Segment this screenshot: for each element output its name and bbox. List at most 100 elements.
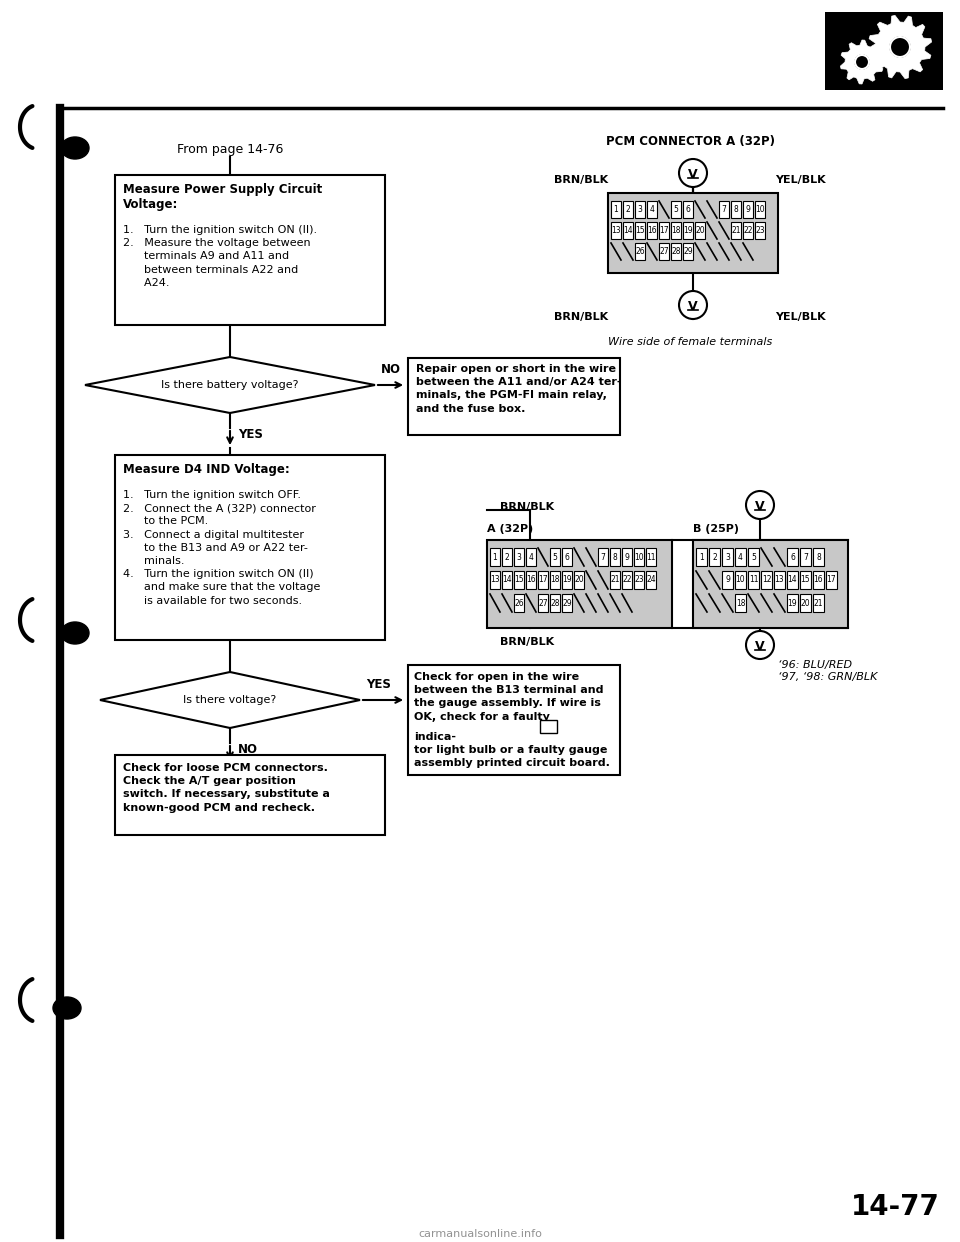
Text: 7: 7: [722, 205, 727, 214]
FancyBboxPatch shape: [647, 222, 657, 238]
FancyBboxPatch shape: [693, 540, 848, 628]
Circle shape: [746, 491, 774, 519]
FancyBboxPatch shape: [490, 571, 500, 589]
FancyBboxPatch shape: [622, 571, 632, 589]
FancyBboxPatch shape: [731, 201, 741, 219]
FancyBboxPatch shape: [623, 222, 633, 238]
Text: 29: 29: [563, 599, 572, 607]
Text: V: V: [688, 168, 698, 180]
FancyBboxPatch shape: [526, 571, 536, 589]
Text: YEL/BLK: YEL/BLK: [775, 312, 826, 322]
FancyBboxPatch shape: [826, 571, 837, 589]
Text: 5: 5: [553, 553, 558, 561]
FancyBboxPatch shape: [635, 201, 645, 219]
Text: 12: 12: [761, 575, 771, 585]
Text: 18: 18: [550, 575, 560, 585]
FancyBboxPatch shape: [611, 201, 621, 219]
Circle shape: [890, 37, 910, 57]
FancyBboxPatch shape: [748, 571, 759, 589]
Text: 8: 8: [612, 553, 617, 561]
Text: YES: YES: [238, 428, 263, 441]
FancyBboxPatch shape: [813, 594, 824, 612]
Text: 11: 11: [646, 553, 656, 561]
FancyBboxPatch shape: [787, 571, 798, 589]
FancyBboxPatch shape: [562, 548, 572, 566]
Text: 21: 21: [814, 599, 824, 607]
Text: 14: 14: [623, 226, 633, 235]
FancyBboxPatch shape: [755, 201, 765, 219]
FancyBboxPatch shape: [647, 201, 657, 219]
FancyBboxPatch shape: [659, 243, 669, 260]
Text: From page 14-76: From page 14-76: [177, 144, 283, 156]
FancyBboxPatch shape: [635, 243, 645, 260]
FancyBboxPatch shape: [487, 540, 672, 628]
Text: 1: 1: [492, 553, 497, 561]
Text: Wire side of female terminals: Wire side of female terminals: [608, 337, 772, 347]
Circle shape: [679, 159, 707, 188]
FancyBboxPatch shape: [722, 548, 733, 566]
Text: 16: 16: [814, 575, 824, 585]
Text: Measure D4 IND Voltage:: Measure D4 IND Voltage:: [123, 463, 290, 476]
Text: Is there battery voltage?: Is there battery voltage?: [161, 380, 299, 390]
FancyBboxPatch shape: [115, 755, 385, 835]
Text: 16: 16: [526, 575, 536, 585]
FancyBboxPatch shape: [800, 548, 811, 566]
Text: 10: 10: [635, 553, 644, 561]
FancyBboxPatch shape: [611, 222, 621, 238]
Text: NO: NO: [381, 363, 401, 376]
Text: 5: 5: [674, 205, 679, 214]
FancyBboxPatch shape: [787, 548, 798, 566]
FancyBboxPatch shape: [646, 571, 656, 589]
FancyBboxPatch shape: [683, 222, 693, 238]
FancyBboxPatch shape: [695, 222, 705, 238]
FancyBboxPatch shape: [748, 548, 759, 566]
Text: 28: 28: [671, 247, 681, 256]
Text: 13: 13: [775, 575, 784, 585]
Text: 15: 15: [801, 575, 810, 585]
FancyBboxPatch shape: [408, 664, 620, 775]
FancyBboxPatch shape: [408, 358, 620, 435]
FancyBboxPatch shape: [550, 571, 560, 589]
Text: 18: 18: [671, 226, 681, 235]
Text: V: V: [756, 499, 765, 513]
FancyBboxPatch shape: [598, 548, 608, 566]
Text: Check for open in the wire
between the B13 terminal and
the gauge assembly. If w: Check for open in the wire between the B…: [414, 672, 604, 722]
FancyBboxPatch shape: [755, 222, 765, 238]
FancyBboxPatch shape: [490, 548, 500, 566]
Text: BRN/BLK: BRN/BLK: [500, 502, 554, 512]
FancyBboxPatch shape: [502, 571, 512, 589]
Text: PCM CONNECTOR A (32P): PCM CONNECTOR A (32P): [606, 135, 775, 148]
FancyBboxPatch shape: [731, 222, 741, 238]
Text: 5: 5: [751, 553, 756, 561]
FancyBboxPatch shape: [514, 571, 524, 589]
Text: YEL/BLK: YEL/BLK: [775, 175, 826, 185]
Text: 21: 21: [732, 226, 741, 235]
Text: indica-
tor light bulb or a faulty gauge
assembly printed circuit board.: indica- tor light bulb or a faulty gauge…: [414, 732, 610, 769]
Text: 11: 11: [749, 575, 758, 585]
Ellipse shape: [61, 137, 89, 159]
FancyBboxPatch shape: [659, 222, 669, 238]
FancyBboxPatch shape: [735, 548, 746, 566]
Text: 17: 17: [660, 226, 669, 235]
Text: 4: 4: [738, 553, 743, 561]
Text: 24: 24: [646, 575, 656, 585]
FancyBboxPatch shape: [709, 548, 720, 566]
Text: 17: 17: [539, 575, 548, 585]
Text: 15: 15: [636, 226, 645, 235]
Circle shape: [855, 55, 869, 70]
Text: B (25P): B (25P): [693, 524, 739, 534]
Text: 9: 9: [625, 553, 630, 561]
FancyBboxPatch shape: [719, 201, 729, 219]
FancyBboxPatch shape: [610, 548, 620, 566]
FancyBboxPatch shape: [608, 193, 778, 273]
FancyBboxPatch shape: [743, 201, 753, 219]
Polygon shape: [869, 15, 931, 78]
Text: 14: 14: [502, 575, 512, 585]
Text: BRN/BLK: BRN/BLK: [554, 312, 608, 322]
Ellipse shape: [53, 997, 81, 1018]
Text: 6: 6: [790, 553, 795, 561]
Text: 4: 4: [529, 553, 534, 561]
Text: 23: 23: [635, 575, 644, 585]
Text: 19: 19: [563, 575, 572, 585]
Text: 18: 18: [735, 599, 745, 607]
